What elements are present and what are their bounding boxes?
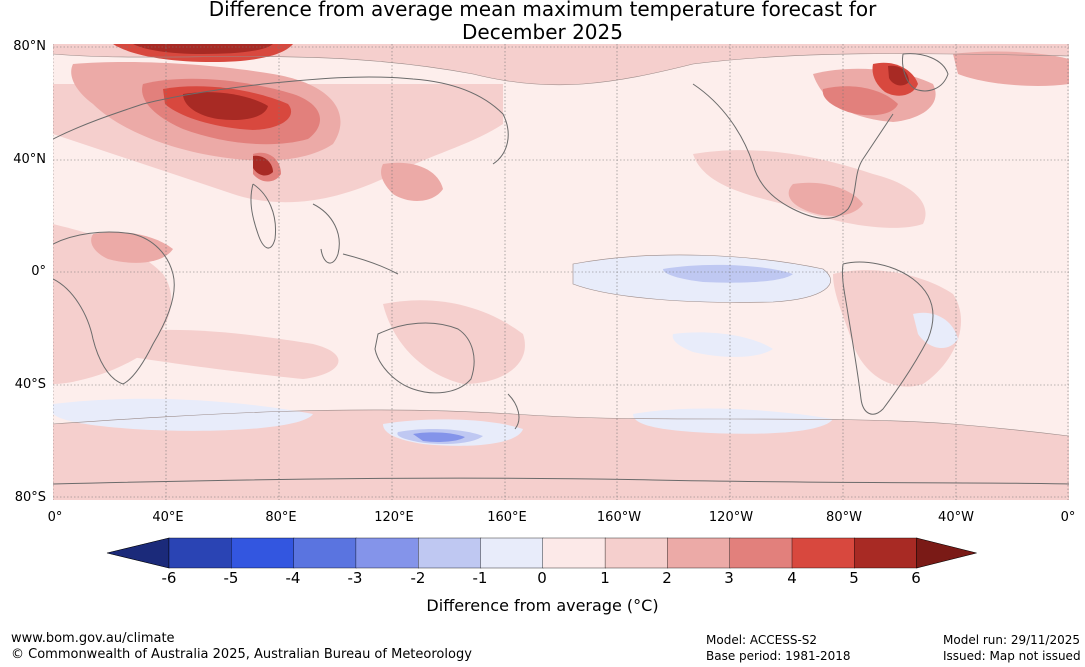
- lon-label-120e: 120°E: [374, 510, 414, 525]
- colorbar-tick-minus3: -3: [347, 569, 363, 587]
- lon-label-40e: 40°E: [152, 510, 184, 525]
- footer-base-period: Base period: 1981-2018: [706, 649, 851, 663]
- contour-lines: [53, 53, 1069, 437]
- colorbar-extend-high: [916, 537, 977, 569]
- colorbar-segment: [293, 537, 357, 569]
- footer-copyright: © Commonwealth of Australia 2025, Austra…: [11, 647, 472, 662]
- colorbar-segments: [106, 537, 977, 569]
- temperature-anomaly-map: [53, 44, 1069, 500]
- footer-model: Model: ACCESS-S2: [706, 633, 818, 647]
- lon-label-0-end: 0°: [1060, 510, 1076, 525]
- colorbar-tick-1: 1: [600, 569, 610, 587]
- colorbar: [106, 537, 977, 569]
- colorbar-tick-5: 5: [849, 569, 859, 587]
- lon-label-160e: 160°E: [487, 510, 527, 525]
- colorbar-tick-2: 2: [662, 569, 672, 587]
- map-gridlines: [53, 44, 1069, 500]
- colorbar-tick-3: 3: [724, 569, 734, 587]
- lat-label-80s: 80°S: [14, 490, 46, 505]
- colorbar-segment: [418, 537, 482, 569]
- colorbar-segment: [480, 537, 544, 569]
- colorbar-tick-minus2: -2: [410, 569, 426, 587]
- colorbar-tick-4: 4: [787, 569, 797, 587]
- colorbar-tick-minus5: -5: [223, 569, 239, 587]
- colorbar-tick-minus6: -6: [161, 569, 177, 587]
- colorbar-segment: [604, 537, 669, 569]
- colorbar-tick-minus1: -1: [472, 569, 488, 587]
- chart-title-line2: December 2025: [462, 20, 623, 44]
- lat-label-eq: 0°: [31, 264, 46, 279]
- colorbar-segment: [729, 537, 793, 569]
- anomaly-minus3-minus2-regions: [413, 432, 465, 442]
- lon-label-0: 0°: [47, 510, 63, 525]
- lon-label-120w: 120°W: [708, 510, 754, 525]
- lon-label-80w: 80°W: [826, 510, 862, 525]
- lon-label-160w: 160°W: [596, 510, 642, 525]
- colorbar-extend-low: [106, 537, 170, 569]
- lat-label-40s: 40°S: [14, 377, 46, 392]
- colorbar-segment: [231, 537, 295, 569]
- chart-title-line1: Difference from average mean maximum tem…: [208, 0, 877, 21]
- colorbar-segment: [667, 537, 731, 569]
- footer-url[interactable]: www.bom.gov.au/climate: [11, 631, 175, 646]
- colorbar-tick-0: 0: [537, 569, 547, 587]
- lat-label-80n: 80°N: [13, 39, 46, 54]
- lon-label-40w: 40°W: [938, 510, 974, 525]
- lat-label-40n: 40°N: [13, 152, 46, 167]
- coastlines: [53, 53, 1069, 485]
- colorbar-tick-6: 6: [911, 569, 921, 587]
- colorbar-label: Difference from average (°C): [426, 596, 659, 615]
- colorbar-segment: [168, 537, 232, 569]
- footer-model-run: Model run: 29/11/2025: [943, 633, 1081, 647]
- colorbar-segment: [542, 537, 606, 569]
- footer-issued: Issued: Map not issued: [943, 649, 1081, 663]
- colorbar-segment: [791, 537, 855, 569]
- colorbar-segment: [355, 537, 419, 569]
- colorbar-segment: [854, 537, 918, 569]
- lon-label-80e: 80°E: [265, 510, 297, 525]
- colorbar-tick-minus4: -4: [285, 569, 301, 587]
